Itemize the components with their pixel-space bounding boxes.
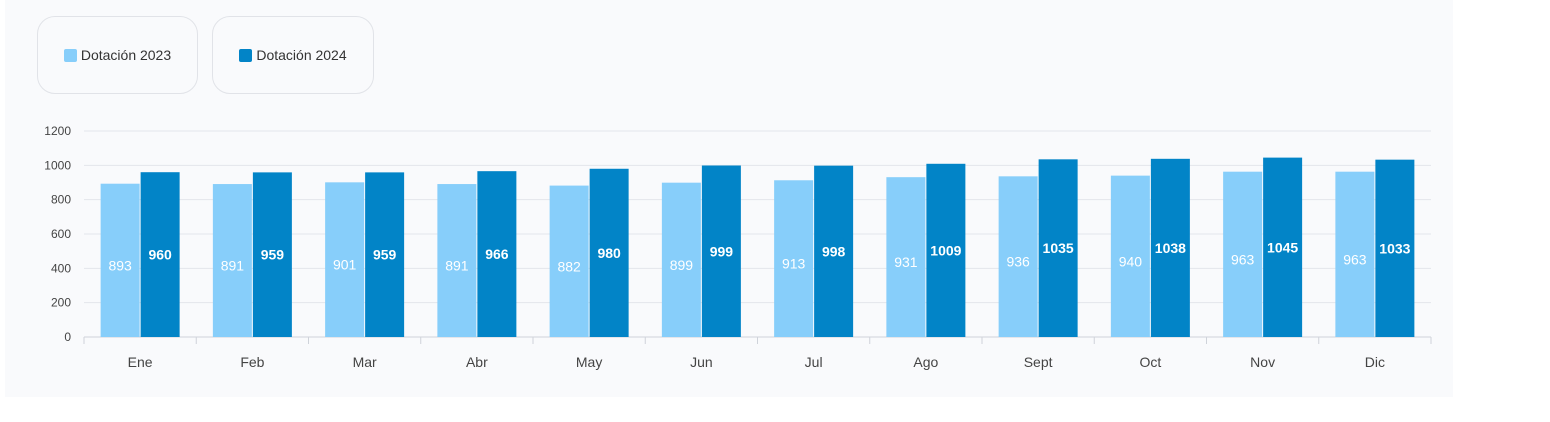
data-label-2024: 966: [485, 246, 509, 262]
bar-2023: [774, 180, 814, 337]
legend-toggle-2023[interactable]: Dotación 2023: [37, 16, 198, 94]
bar-2024: [589, 168, 629, 337]
data-label-2023: 891: [445, 258, 469, 274]
bar-2024: [1375, 159, 1415, 337]
bar-2024: [365, 172, 405, 337]
x-tick-label: Ago: [913, 354, 938, 370]
x-tick-label: Feb: [240, 354, 264, 370]
data-label-2023: 963: [1343, 251, 1367, 267]
data-label-2023: 882: [557, 258, 581, 274]
data-label-2023: 940: [1119, 253, 1143, 269]
data-label-2023: 893: [108, 257, 132, 273]
bar-2023: [1223, 171, 1263, 337]
bar-2024: [252, 172, 292, 337]
data-label-2023: 891: [221, 258, 245, 274]
data-label-2023: 901: [333, 257, 357, 273]
y-tick-label: 1000: [44, 158, 71, 172]
data-label-2024: 959: [373, 247, 397, 263]
data-label-2024: 1009: [930, 242, 961, 258]
bar-2023: [100, 183, 140, 337]
legend-label-2023: Dotación 2023: [80, 47, 172, 63]
bar-2024: [477, 171, 517, 337]
x-tick-label: Oct: [1139, 354, 1161, 370]
data-label-2024: 999: [710, 243, 734, 259]
data-label-2023: 931: [894, 254, 918, 270]
bar-2024: [814, 165, 854, 337]
y-tick-label: 800: [51, 193, 71, 207]
bar-2024: [1263, 157, 1303, 337]
x-tick-label: Ene: [128, 354, 153, 370]
bar-2024: [926, 163, 966, 337]
legend-swatch-2024-icon: [239, 48, 253, 62]
data-label-2024: 1045: [1267, 239, 1298, 255]
legend-label-2024: Dotación 2024: [256, 47, 347, 63]
bar-2023: [998, 176, 1038, 337]
y-tick-label: 400: [51, 261, 71, 275]
bar-2023: [549, 185, 589, 337]
x-tick-label: Sept: [1024, 354, 1053, 370]
x-tick-label: Jun: [690, 354, 713, 370]
data-label-2023: 936: [1006, 254, 1030, 270]
x-tick-label: Dic: [1365, 354, 1385, 370]
y-tick-label: 200: [51, 296, 71, 310]
data-label-2024: 959: [261, 247, 285, 263]
data-label-2024: 1035: [1043, 240, 1074, 256]
data-label-2024: 1033: [1379, 240, 1410, 256]
bar-2024: [701, 165, 741, 337]
legend-swatch-2023-icon: [63, 48, 77, 62]
data-label-2023: 899: [670, 257, 694, 273]
x-tick-label: May: [576, 354, 602, 370]
y-tick-label: 0: [64, 330, 71, 344]
bar-2023: [437, 184, 477, 337]
x-tick-label: Nov: [1250, 354, 1275, 370]
bar-2024: [1038, 159, 1078, 337]
x-tick-label: Mar: [353, 354, 377, 370]
legend-toggle-2024[interactable]: Dotación 2024: [212, 16, 374, 94]
bar-2023: [325, 182, 365, 337]
bar-2023: [886, 177, 926, 337]
bar-2023: [1110, 175, 1150, 337]
x-tick-label: Jul: [805, 354, 823, 370]
y-tick-label: 1200: [44, 124, 71, 138]
data-label-2024: 998: [822, 243, 846, 259]
bar-2023: [212, 184, 252, 337]
bar-2023: [1335, 171, 1375, 337]
bar-2024: [140, 172, 180, 337]
data-label-2023: 913: [782, 256, 806, 272]
data-label-2024: 1038: [1155, 240, 1186, 256]
x-tick-label: Abr: [466, 354, 488, 370]
y-tick-label: 600: [51, 227, 71, 241]
data-label-2023: 963: [1231, 251, 1255, 267]
bar-2024: [1150, 158, 1190, 337]
bar-2023: [661, 182, 701, 337]
data-label-2024: 980: [597, 245, 621, 261]
data-label-2024: 960: [148, 247, 172, 263]
